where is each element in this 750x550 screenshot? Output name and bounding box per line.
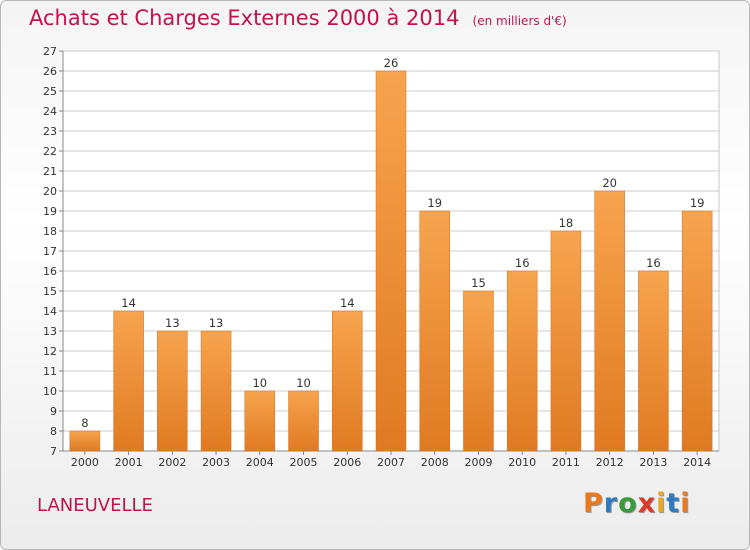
y-tick-label: 16 [43, 265, 57, 278]
data-label: 18 [559, 216, 574, 230]
y-tick-label: 19 [43, 205, 57, 218]
y-tick-label: 24 [43, 105, 57, 118]
x-tick-label: 2011 [552, 456, 580, 469]
bar [681, 210, 713, 452]
data-label: 13 [209, 316, 224, 330]
bar [419, 210, 450, 452]
logo-letter: t [666, 488, 681, 519]
x-tick-label: 2012 [596, 456, 624, 469]
logo-letter: x [637, 488, 657, 519]
y-tick-label: 11 [43, 365, 57, 378]
data-label: 26 [384, 56, 399, 70]
x-tick-label: 2006 [333, 456, 361, 469]
y-tick-label: 27 [43, 45, 57, 58]
data-label: 15 [471, 276, 486, 290]
y-tick-label: 12 [43, 345, 57, 358]
logo-letter: o [618, 488, 638, 519]
logo-letter: i [680, 488, 691, 519]
y-tick-label: 20 [43, 185, 57, 198]
x-tick-label: 2001 [115, 456, 143, 469]
data-label: 14 [340, 296, 355, 310]
data-label: 16 [515, 256, 530, 270]
y-tick-label: 25 [43, 85, 57, 98]
x-tick-label: 2013 [639, 456, 667, 469]
y-tick-label: 7 [50, 445, 57, 458]
data-label: 20 [602, 176, 617, 190]
x-tick-label: 2008 [421, 456, 449, 469]
bar [157, 330, 188, 452]
data-label: 19 [690, 196, 705, 210]
data-label: 10 [252, 376, 267, 390]
data-label: 19 [427, 196, 442, 210]
y-tick-label: 14 [43, 305, 57, 318]
bar [113, 310, 144, 452]
x-tick-label: 2007 [377, 456, 405, 469]
bar [288, 390, 319, 452]
data-label: 8 [81, 416, 88, 430]
logo-letter: i [656, 488, 667, 519]
bar [463, 290, 494, 452]
bar [594, 190, 625, 452]
title-row: Achats et Charges Externes 2000 à 2014 (… [29, 6, 567, 30]
x-tick-label: 2002 [158, 456, 186, 469]
bar [244, 390, 276, 452]
x-tick-label: 2014 [683, 456, 711, 469]
x-tick-label: 2003 [202, 456, 230, 469]
y-tick-label: 18 [43, 225, 57, 238]
y-tick-label: 26 [43, 65, 57, 78]
x-tick-label: 2000 [71, 456, 99, 469]
data-label: 13 [165, 316, 180, 330]
data-label: 14 [121, 296, 136, 310]
y-tick-label: 15 [43, 285, 57, 298]
bar [506, 270, 538, 452]
bar [69, 430, 101, 452]
x-tick-label: 2005 [290, 456, 318, 469]
logo-letter: P [583, 488, 604, 519]
y-tick-label: 13 [43, 325, 57, 338]
location-label: LANEUVELLE [37, 495, 153, 516]
y-tick-label: 17 [43, 245, 57, 258]
y-tick-label: 8 [50, 425, 57, 438]
y-tick-label: 21 [43, 165, 57, 178]
bar [200, 330, 232, 452]
y-tick-label: 23 [43, 125, 57, 138]
x-tick-label: 2010 [508, 456, 536, 469]
y-tick-label: 9 [50, 405, 57, 418]
data-label: 10 [296, 376, 311, 390]
proxiti-logo[interactable]: Proxiti [583, 488, 691, 519]
chart-subtitle: (en milliers d'€) [472, 14, 567, 28]
x-tick-label: 2004 [246, 456, 274, 469]
logo-letter: r [603, 488, 619, 519]
bar [550, 230, 582, 452]
y-tick-label: 22 [43, 145, 57, 158]
bar [332, 310, 363, 452]
y-tick-label: 10 [43, 385, 57, 398]
bar [375, 70, 407, 452]
chart-title: Achats et Charges Externes 2000 à 2014 [29, 6, 460, 30]
x-tick-label: 2009 [464, 456, 492, 469]
bar [638, 270, 669, 452]
data-label: 16 [646, 256, 661, 270]
